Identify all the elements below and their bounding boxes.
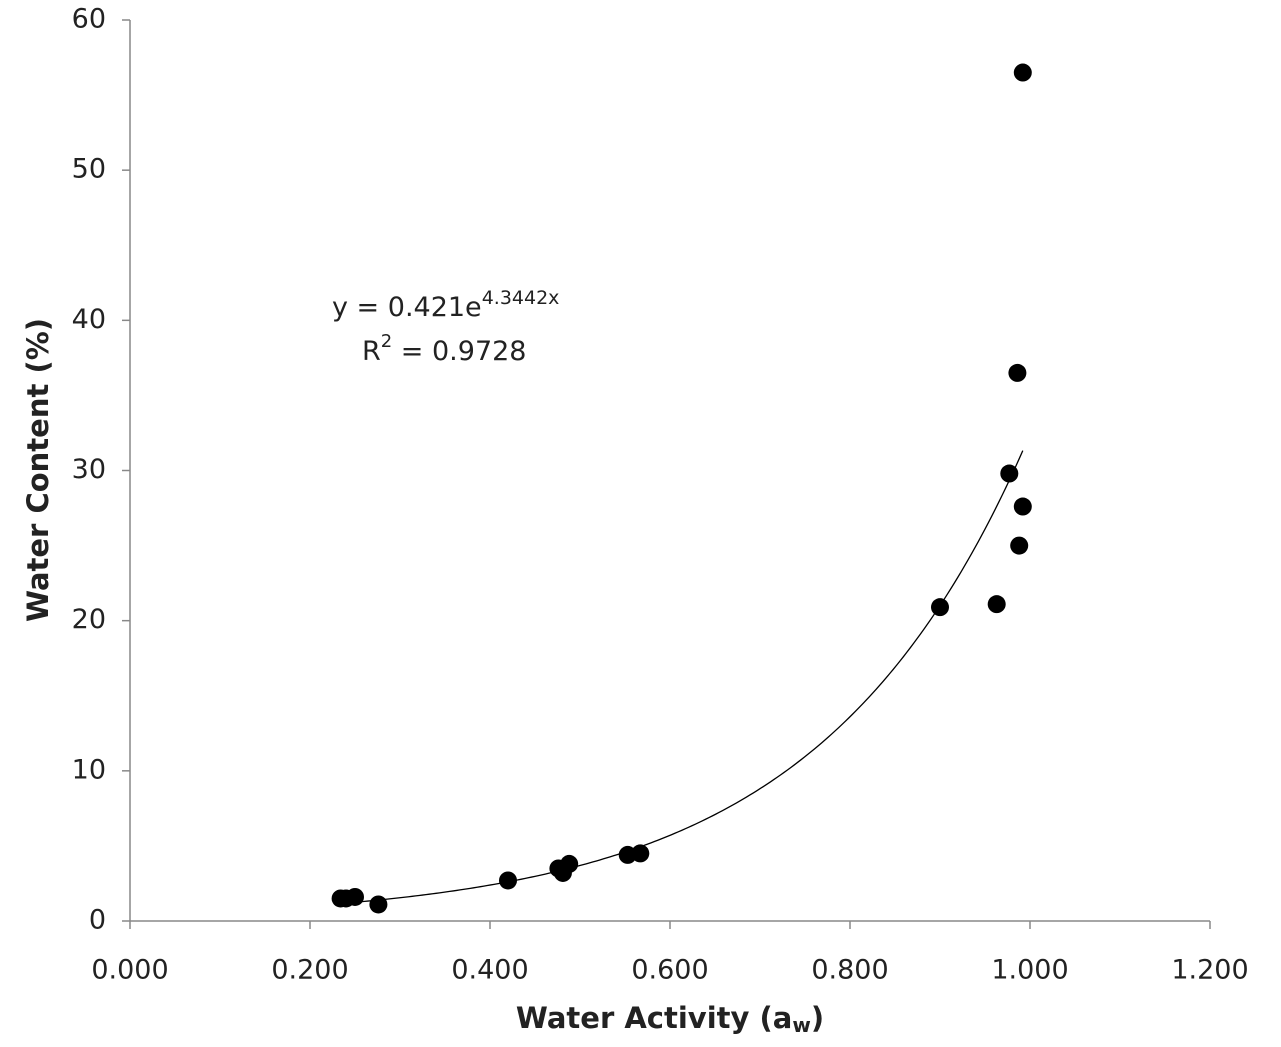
x-label-main: Water Activity (a xyxy=(516,1001,792,1035)
r-squared: R2 = 0.9728 xyxy=(362,331,526,367)
data-point xyxy=(931,598,949,617)
x-tick-label: 0.600 xyxy=(631,955,708,986)
x-tick-label: 1.000 xyxy=(991,955,1068,986)
x-label-sub: w xyxy=(792,1013,810,1037)
data-point xyxy=(1000,464,1019,483)
x-tick-label: 1.200 xyxy=(1171,955,1248,986)
r-squared-power: 2 xyxy=(381,331,392,352)
x-tick-label: 0.200 xyxy=(271,955,348,986)
y-tick-label: 20 xyxy=(72,604,106,635)
y-tick-label: 60 xyxy=(72,4,106,35)
data-point xyxy=(1013,497,1032,516)
data-point xyxy=(560,854,579,873)
data-point xyxy=(987,595,1006,614)
data-point xyxy=(1010,536,1029,555)
trendline xyxy=(340,450,1024,905)
data-point xyxy=(1013,63,1032,82)
equation-exponent: 4.3442x xyxy=(482,287,560,309)
x-tick-label: 0.800 xyxy=(811,955,888,986)
y-tick-label: 50 xyxy=(72,154,106,185)
y-tick-label: 30 xyxy=(72,454,106,485)
y-tick-label: 0 xyxy=(89,905,106,936)
equation-main: y = 0.421e xyxy=(332,292,482,323)
r-squared-base: R xyxy=(362,336,381,367)
data-point xyxy=(369,895,388,914)
y-tick-label: 40 xyxy=(72,304,106,335)
data-point xyxy=(1008,363,1027,382)
data-point xyxy=(346,887,364,906)
x-tick-label: 0.000 xyxy=(91,955,168,986)
data-point xyxy=(499,871,517,890)
data-point xyxy=(631,844,650,863)
x-label-end: ) xyxy=(811,1001,824,1035)
x-axis-label: Water Activity (aw) xyxy=(516,1001,824,1037)
equation: y = 0.421e4.3442x xyxy=(332,287,559,323)
y-axis-label: Water Content (%) xyxy=(21,318,55,622)
r-squared-value: = 0.9728 xyxy=(392,336,526,367)
x-tick-label: 0.400 xyxy=(451,955,528,986)
y-tick-label: 10 xyxy=(72,754,106,785)
